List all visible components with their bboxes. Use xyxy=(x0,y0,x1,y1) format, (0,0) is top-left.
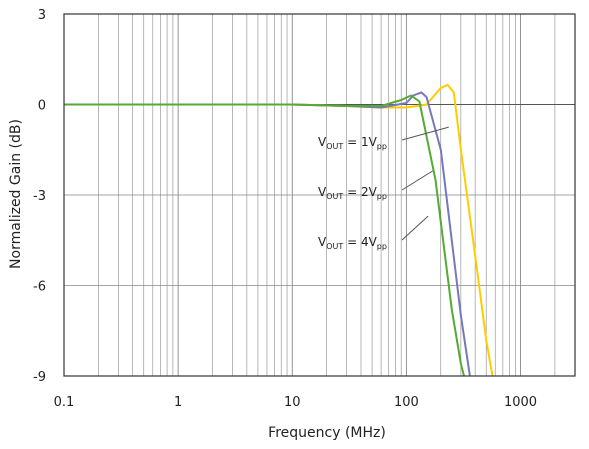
series-line-3 xyxy=(64,94,466,376)
x-tick-label: 100 xyxy=(394,395,419,410)
x-axis-title: Frequency (MHz) xyxy=(268,425,386,441)
series-line-2 xyxy=(64,91,471,376)
series-line-1 xyxy=(64,83,494,376)
x-tick-label: 1000 xyxy=(504,395,537,410)
annotation-leader-line xyxy=(401,126,449,141)
series-lines xyxy=(64,83,494,376)
plot-frame xyxy=(63,13,576,377)
y-tick-label: 0 xyxy=(38,99,46,114)
x-tick-label: 10 xyxy=(284,395,301,410)
annotation-label: VOUT = 2Vpp xyxy=(318,185,387,201)
tick-labels: 0.1 1 10 100 1000 3 0 -3 -6 -9 xyxy=(33,8,537,410)
annotation-label: VOUT = 4Vpp xyxy=(318,235,387,251)
y-axis-title: Normalized Gain (dB) xyxy=(8,119,24,269)
annotation-label: VOUT = 1Vpp xyxy=(318,135,387,151)
annotations: VOUT = 1Vpp VOUT = 2Vpp VOUT = 4Vpp xyxy=(318,126,449,251)
x-tick-label: 0.1 xyxy=(54,395,75,410)
y-tick-label: -3 xyxy=(33,189,46,204)
plot-border xyxy=(63,13,576,377)
y-tick-label: 3 xyxy=(38,8,46,23)
annotation-leader-line xyxy=(401,215,429,241)
y-tick-label: -9 xyxy=(33,370,46,385)
y-tick-label: -6 xyxy=(33,280,46,295)
x-tick-label: 1 xyxy=(174,395,182,410)
annotation-leader-line xyxy=(401,170,433,191)
